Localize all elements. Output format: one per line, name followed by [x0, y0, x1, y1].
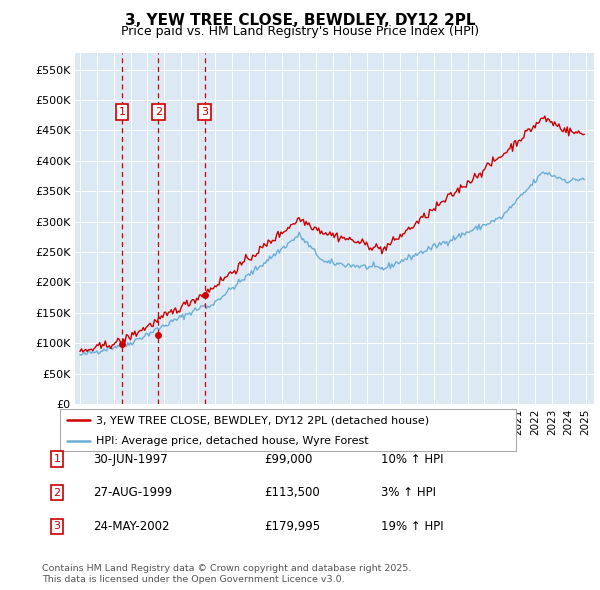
Text: 1: 1	[119, 107, 125, 117]
Text: Price paid vs. HM Land Registry's House Price Index (HPI): Price paid vs. HM Land Registry's House …	[121, 25, 479, 38]
Text: 1: 1	[53, 454, 61, 464]
Text: This data is licensed under the Open Government Licence v3.0.: This data is licensed under the Open Gov…	[42, 575, 344, 584]
Text: 3: 3	[201, 107, 208, 117]
Text: 3% ↑ HPI: 3% ↑ HPI	[381, 486, 436, 499]
Text: 3: 3	[53, 522, 61, 531]
Text: £179,995: £179,995	[264, 520, 320, 533]
Text: 2: 2	[53, 488, 61, 497]
Text: 10% ↑ HPI: 10% ↑ HPI	[381, 453, 443, 466]
Text: 27-AUG-1999: 27-AUG-1999	[93, 486, 172, 499]
Text: Contains HM Land Registry data © Crown copyright and database right 2025.: Contains HM Land Registry data © Crown c…	[42, 565, 412, 573]
Text: 2: 2	[155, 107, 162, 117]
Text: 3, YEW TREE CLOSE, BEWDLEY, DY12 2PL (detached house): 3, YEW TREE CLOSE, BEWDLEY, DY12 2PL (de…	[97, 415, 430, 425]
Text: £113,500: £113,500	[264, 486, 320, 499]
Text: 30-JUN-1997: 30-JUN-1997	[93, 453, 168, 466]
Text: £99,000: £99,000	[264, 453, 313, 466]
Text: 24-MAY-2002: 24-MAY-2002	[93, 520, 170, 533]
Text: 3, YEW TREE CLOSE, BEWDLEY, DY12 2PL: 3, YEW TREE CLOSE, BEWDLEY, DY12 2PL	[125, 13, 475, 28]
Text: 19% ↑ HPI: 19% ↑ HPI	[381, 520, 443, 533]
Text: HPI: Average price, detached house, Wyre Forest: HPI: Average price, detached house, Wyre…	[97, 436, 369, 445]
